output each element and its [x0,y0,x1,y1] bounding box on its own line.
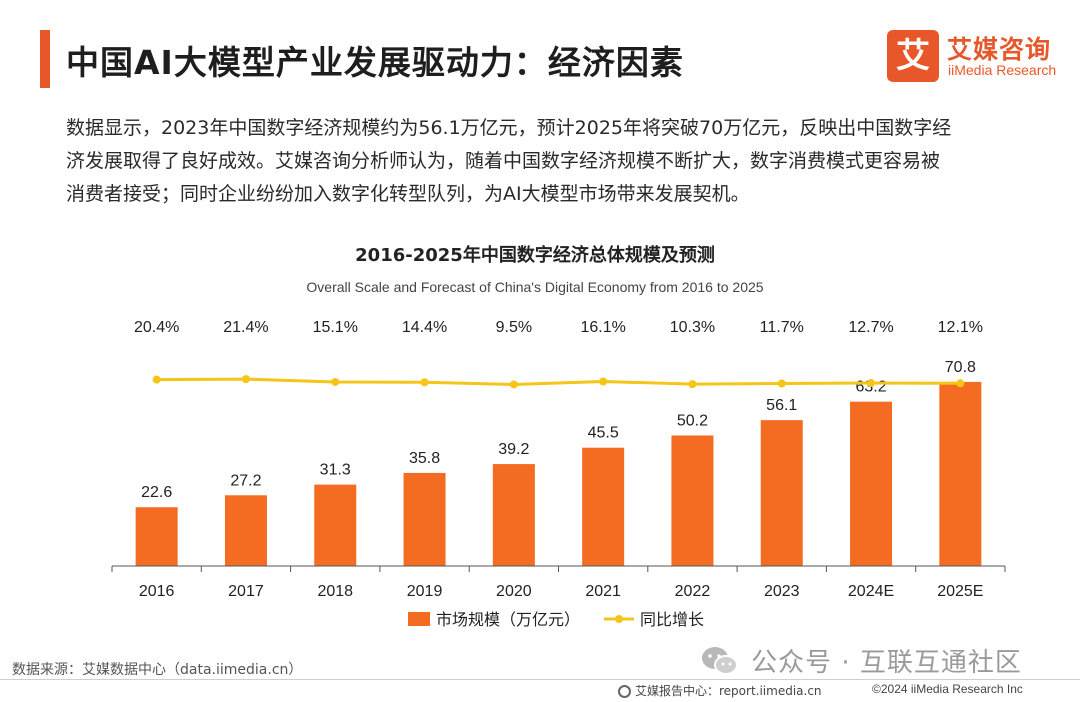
chart-title: 2016-2025年中国数字经济总体规模及预测 [355,244,715,266]
bar-2024E [850,401,893,566]
growth-label: 21.4% [223,319,268,336]
bar-value-label: 35.8 [409,450,440,467]
x-axis-label: 2019 [407,583,443,600]
footer-report-site: 艾媒报告中心：report.iimedia.cn [618,682,822,699]
growth-line [156,377,961,386]
chart-subtitle: Overall Scale and Forecast of China's Di… [306,279,763,295]
bar-2019 [403,472,446,566]
footer-copyright: ©2024 iiMedia Research Inc [872,682,1023,696]
growth-point [420,378,429,387]
growth-point [599,377,608,386]
growth-point [331,377,340,386]
bar-series [135,381,982,566]
bar-value-label: 70.8 [945,359,976,376]
bar-2022 [671,435,714,566]
page-title: 中国AI大模型产业发展驱动力：经济因素 [66,43,684,82]
bar-2016 [135,507,178,566]
growth-label: 12.1% [938,319,983,336]
title-accent-bar [40,30,50,88]
summary-paragraph: 数据显示，2023年中国数字经济规模约为56.1万亿元，预计2025年将突破70… [66,112,1026,211]
bar-value-label: 39.2 [498,441,529,458]
bar-2021 [582,447,625,566]
bar-2025E [939,381,982,566]
legend-line-dot [615,615,623,623]
logo-english-name: iiMedia Research [948,62,1057,78]
bar-value-label: 27.2 [230,472,261,489]
digital-economy-chart: 2016-2025年中国数字经济总体规模及预测 Overall Scale an… [111,244,1006,629]
x-axis-label: 2020 [496,583,532,600]
growth-point [152,375,161,384]
x-axis-label: 2025E [937,583,983,600]
growth-label: 16.1% [580,319,625,336]
x-axis-ticks [111,566,1006,572]
x-axis-label: 2023 [764,583,800,600]
growth-point [956,379,965,388]
logo-mark: 艾 [887,30,939,82]
growth-label: 9.5% [496,319,532,336]
x-axis-label: 2021 [585,583,621,600]
summary-line: 济发展取得了良好成效。艾媒咨询分析师认为，随着中国数字经济规模不断扩大，数字消费… [66,150,941,172]
growth-point [688,380,697,389]
growth-point [509,380,518,389]
report-site-text: 艾媒报告中心：report.iimedia.cn [635,684,822,698]
wechat-watermark: 公众号 · 互联互通社区 [700,642,1022,678]
bar-value-label: 45.5 [588,425,619,442]
growth-label: 10.3% [670,319,715,336]
growth-label: 15.1% [313,319,358,336]
iimedia-logo: 艾 艾媒咨询 iiMedia Research [887,28,1057,84]
x-axis-label: 2017 [228,583,264,600]
legend-bar-label: 市场规模（万亿元） [436,610,580,629]
x-axis-labels: 2016 2017 2018 2019 2020 2021 2022 2023 2024E 202… [139,583,984,600]
bar-2018 [314,484,357,566]
growth-label: 14.4% [402,319,447,336]
chart-legend: 市场规模（万亿元） 同比增长 [408,610,704,629]
legend-bar-swatch [408,612,430,626]
summary-line: 消费者接受；同时企业纷纷加入数字化转型队列，为AI大模型市场带来发展契机。 [66,183,750,205]
x-axis-label: 2022 [675,583,711,600]
summary-line: 数据显示，2023年中国数字经济规模约为56.1万亿元，预计2025年将突破70… [66,117,952,139]
growth-point [241,375,250,384]
report-center-icon [618,685,631,698]
logo-chinese-name: 艾媒咨询 [947,35,1052,64]
growth-labels: 20.4% 21.4% 15.1% 14.4% 9.5% 16.1% 10.3% 11.7% 1… [134,319,983,336]
wechat-icon [702,646,738,675]
x-axis-label: 2016 [139,583,175,600]
x-axis-label: 2018 [317,583,353,600]
growth-label: 12.7% [848,319,893,336]
x-axis-label: 2024E [848,583,894,600]
footer-divider [0,679,1080,680]
growth-point [777,379,786,388]
growth-point [867,379,876,388]
data-source-note: 数据来源：艾媒数据中心（data.iimedia.cn） [12,662,303,678]
growth-label: 11.7% [760,319,804,336]
growth-label: 20.4% [134,319,179,336]
bar-value-label: 31.3 [320,462,351,479]
bar-value-label: 50.2 [677,412,708,429]
bar-2023 [760,420,803,566]
legend-line-label: 同比增长 [640,610,704,629]
bar-value-label: 22.6 [141,484,172,501]
growth-points [152,375,965,389]
bar-2020 [492,464,535,566]
bar-2017 [224,495,267,566]
wechat-watermark-text: 公众号 · 互联互通社区 [751,648,1022,678]
bar-value-label: 56.1 [766,397,797,414]
